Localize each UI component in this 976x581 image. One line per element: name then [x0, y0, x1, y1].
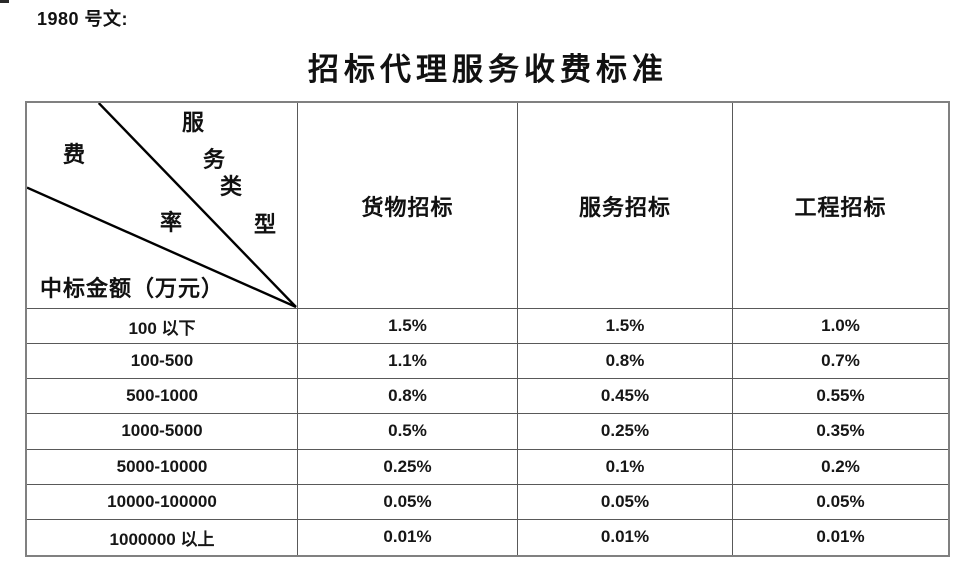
- row-value: 0.35%: [733, 414, 948, 450]
- column-header-goods: 货物招标: [298, 103, 518, 309]
- page-title: 招标代理服务收费标准: [308, 52, 668, 87]
- column-header-service: 服务招标: [518, 103, 733, 309]
- column-header-engineering: 工程招标: [733, 103, 948, 309]
- corner-label-fee-char-1: 费: [63, 142, 86, 167]
- doc-number-label: 1980 号文:: [37, 9, 129, 29]
- table-corner-cell: 费 率 服 务 类 型 中标金额（万元）: [27, 103, 298, 309]
- row-value: 1.5%: [298, 309, 518, 345]
- row-range: 100 以下: [27, 309, 298, 345]
- row-value: 0.5%: [298, 414, 518, 450]
- row-range: 1000-5000: [27, 414, 298, 450]
- row-value: 0.45%: [518, 379, 733, 415]
- row-value: 0.2%: [733, 450, 948, 485]
- row-value: 1.1%: [298, 344, 518, 380]
- row-value: 0.01%: [518, 519, 733, 555]
- row-value: 1.5%: [518, 309, 733, 345]
- row-value: 0.8%: [298, 379, 518, 415]
- corner-label-amount: 中标金额（万元）: [40, 275, 225, 301]
- corner-label-type-char-1: 服: [182, 110, 205, 135]
- corner-label-fee-char-2: 率: [160, 210, 183, 235]
- corner-label-type-char-3: 类: [220, 174, 243, 199]
- row-value: 0.25%: [518, 414, 733, 450]
- diagonal-divider-lines: [27, 103, 297, 308]
- row-value: 0.7%: [733, 344, 948, 380]
- scan-edge-artifact: [0, 0, 9, 3]
- row-value: 0.05%: [733, 485, 948, 520]
- row-value: 0.05%: [298, 484, 518, 520]
- fee-standard-table: 费 率 服 务 类 型 中标金额（万元） 货物招标 服务招标 工程招标 100 …: [25, 101, 950, 557]
- corner-label-type-char-4: 型: [254, 212, 277, 237]
- row-value: 1.0%: [733, 309, 948, 345]
- row-value: 0.55%: [733, 379, 948, 415]
- row-value: 0.1%: [518, 449, 733, 485]
- row-range: 10000-100000: [27, 484, 298, 520]
- row-value: 0.8%: [518, 344, 733, 380]
- row-value: 0.25%: [298, 449, 518, 485]
- row-range: 500-1000: [27, 379, 298, 415]
- row-range: 100-500: [27, 344, 298, 380]
- row-value: 0.05%: [518, 484, 733, 520]
- row-range: 1000000 以上: [27, 519, 298, 555]
- row-range: 5000-10000: [27, 449, 298, 485]
- row-value: 0.01%: [816, 527, 865, 547]
- corner-label-type-char-2: 务: [203, 147, 226, 172]
- row-value: 0.01%: [298, 519, 518, 555]
